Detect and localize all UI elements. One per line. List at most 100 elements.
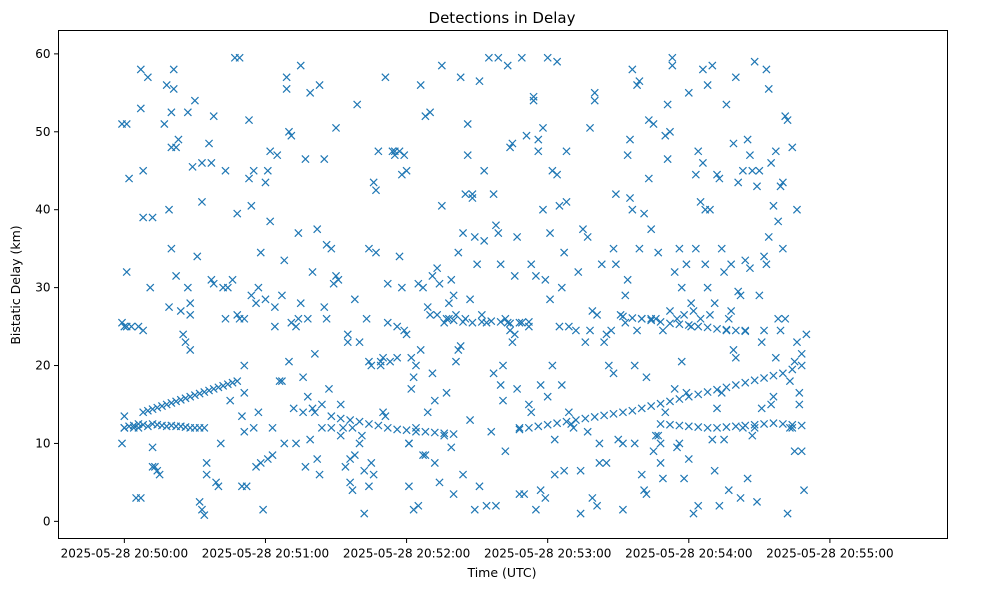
data-point bbox=[449, 430, 458, 439]
data-point bbox=[583, 232, 592, 241]
data-point bbox=[760, 419, 769, 428]
data-point bbox=[703, 387, 712, 397]
data-point bbox=[593, 310, 602, 319]
data-point bbox=[670, 384, 679, 393]
data-point bbox=[781, 314, 790, 323]
data-point bbox=[764, 84, 773, 93]
data-point bbox=[536, 486, 545, 495]
data-point bbox=[240, 314, 249, 323]
data-point bbox=[120, 322, 129, 331]
data-point bbox=[117, 439, 127, 448]
data-point bbox=[762, 65, 771, 74]
data-point bbox=[771, 147, 780, 156]
data-point bbox=[517, 53, 526, 62]
data-point bbox=[411, 423, 421, 432]
data-point bbox=[402, 166, 411, 175]
data-point bbox=[712, 170, 722, 179]
data-point bbox=[710, 466, 719, 475]
data-point bbox=[343, 330, 352, 339]
data-point bbox=[656, 439, 665, 448]
data-point bbox=[242, 482, 251, 491]
data-point bbox=[663, 155, 672, 164]
data-point bbox=[419, 283, 428, 292]
x-axis-ticks: 2025-05-28 20:50:00 2025-05-28 20:51:00 20… bbox=[61, 538, 894, 561]
data-point bbox=[153, 403, 162, 412]
data-point bbox=[792, 205, 802, 214]
data-point bbox=[524, 423, 533, 432]
data-point bbox=[197, 197, 206, 206]
data-point bbox=[724, 486, 733, 495]
data-point bbox=[543, 420, 552, 429]
data-point bbox=[282, 84, 291, 93]
data-point bbox=[569, 423, 578, 432]
data-point bbox=[546, 229, 555, 238]
data-point bbox=[136, 65, 145, 74]
data-point bbox=[720, 268, 729, 277]
data-point bbox=[284, 357, 294, 366]
data-point bbox=[221, 166, 230, 175]
data-point bbox=[371, 248, 381, 257]
data-point bbox=[186, 299, 195, 308]
data-point bbox=[524, 400, 533, 409]
data-point bbox=[214, 383, 223, 392]
data-point bbox=[353, 100, 362, 109]
data-point bbox=[781, 112, 790, 121]
data-point bbox=[604, 361, 613, 370]
data-point bbox=[209, 384, 218, 393]
data-point bbox=[745, 151, 754, 160]
data-point bbox=[489, 190, 498, 199]
data-point bbox=[259, 505, 268, 514]
data-point bbox=[524, 317, 533, 326]
data-point bbox=[367, 361, 376, 370]
data-point bbox=[778, 369, 787, 378]
data-point bbox=[402, 330, 411, 339]
data-point bbox=[383, 318, 392, 327]
data-point bbox=[553, 57, 562, 66]
data-point bbox=[694, 322, 703, 331]
data-point bbox=[197, 158, 206, 167]
data-point bbox=[625, 193, 635, 203]
data-point bbox=[348, 486, 357, 495]
data-point bbox=[555, 201, 564, 210]
data-point bbox=[508, 338, 517, 347]
data-point bbox=[233, 377, 242, 386]
data-point bbox=[656, 458, 665, 467]
data-point bbox=[494, 229, 503, 238]
chart-title: Detections in Delay bbox=[429, 9, 576, 27]
data-point bbox=[750, 376, 759, 385]
data-point bbox=[411, 427, 421, 436]
data-point bbox=[795, 400, 804, 409]
data-point bbox=[282, 73, 291, 82]
data-point bbox=[440, 429, 449, 438]
data-point bbox=[546, 295, 555, 304]
data-point bbox=[362, 314, 371, 323]
data-point bbox=[534, 147, 543, 156]
data-point bbox=[299, 408, 308, 417]
data-point bbox=[491, 221, 500, 230]
data-point bbox=[254, 408, 263, 417]
data-point bbox=[162, 81, 171, 90]
data-point bbox=[458, 470, 468, 479]
data-point bbox=[694, 147, 703, 156]
data-point bbox=[691, 170, 700, 179]
data-point bbox=[745, 264, 754, 273]
data-point bbox=[482, 501, 491, 510]
data-point bbox=[600, 411, 609, 420]
data-point bbox=[741, 327, 750, 336]
data-point bbox=[289, 404, 298, 413]
data-point bbox=[731, 380, 740, 390]
data-point bbox=[741, 378, 750, 387]
data-point bbox=[327, 412, 336, 421]
data-point bbox=[797, 421, 806, 430]
data-point bbox=[571, 326, 580, 335]
data-point bbox=[788, 143, 797, 152]
data-point bbox=[590, 88, 599, 97]
data-point bbox=[270, 303, 279, 312]
data-point bbox=[475, 482, 484, 491]
data-point bbox=[788, 420, 797, 429]
data-point bbox=[296, 61, 305, 70]
data-point bbox=[595, 458, 604, 467]
data-point bbox=[703, 423, 712, 432]
data-point bbox=[550, 470, 559, 479]
data-point bbox=[788, 365, 797, 374]
